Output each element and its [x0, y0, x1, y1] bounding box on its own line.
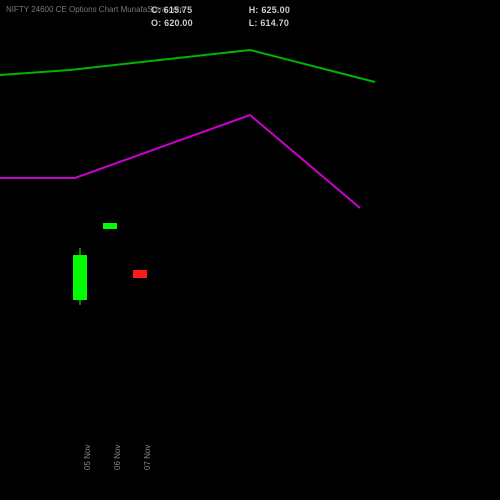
ohlc-readout: C: 615.75 H: 625.00 O: 620.00 L: 614.70 — [151, 4, 290, 30]
open-label: O: — [151, 18, 161, 28]
chart-header: NIFTY 24600 CE Options Chart MunafaSutra… — [6, 4, 494, 34]
high-label: H: — [249, 5, 259, 15]
x-axis-tick-label: 07 Nov — [143, 445, 152, 470]
options-candlestick-chart: NIFTY 24600 CE Options Chart MunafaSutra… — [0, 0, 500, 500]
low-value: 614.70 — [260, 18, 289, 28]
chart-canvas — [0, 0, 500, 500]
high-value: 625.00 — [261, 5, 290, 15]
x-axis-tick-label: 05 Nov — [83, 445, 92, 470]
open-value: 620.00 — [164, 18, 193, 28]
x-axis-tick-label: 06 Nov — [113, 445, 122, 470]
close-label: C: — [151, 5, 161, 15]
close-value: 615.75 — [164, 5, 193, 15]
low-label: L: — [249, 18, 258, 28]
